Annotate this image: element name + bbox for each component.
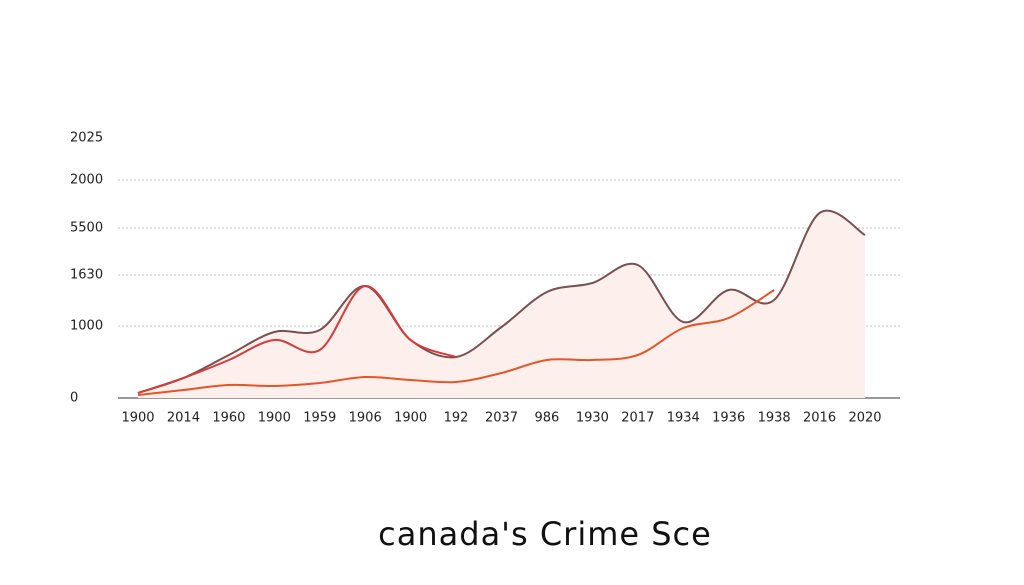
x-tick-label: 1960 (212, 411, 245, 426)
x-tick-label: 1900 (121, 411, 154, 426)
chart-title: canada's Crime Sce (378, 515, 712, 553)
x-tick-label: 1936 (712, 411, 745, 426)
x-tick-label: 1900 (258, 411, 291, 426)
line (137, 285, 457, 394)
y-tick-label: 2025 (70, 131, 103, 146)
x-tick-label: 1934 (667, 411, 700, 426)
x-tick-label: 2017 (621, 411, 654, 426)
x-tick-label: 1938 (758, 411, 791, 426)
x-tick-label: 2016 (803, 411, 836, 426)
y-tick-label: 0 (70, 391, 78, 406)
y-tick-label: 2000 (70, 173, 103, 188)
y-tick-label: 5500 (70, 221, 103, 236)
x-tick-label: 2020 (848, 411, 881, 426)
area (138, 210, 865, 398)
y-tick-label: 1000 (70, 319, 103, 334)
x-tick-label: 192 (444, 411, 469, 426)
x-tick-label: 2014 (167, 411, 200, 426)
y-tick-label: 1630 (70, 268, 103, 283)
x-tick-label: 1900 (394, 411, 427, 426)
x-tick-label: 1959 (303, 411, 336, 426)
line (137, 289, 775, 396)
x-tick-label: 1930 (576, 411, 609, 426)
x-tick-label: 2037 (485, 411, 518, 426)
x-tick-label: 986 (535, 411, 560, 426)
x-tick-label: 1906 (349, 411, 382, 426)
